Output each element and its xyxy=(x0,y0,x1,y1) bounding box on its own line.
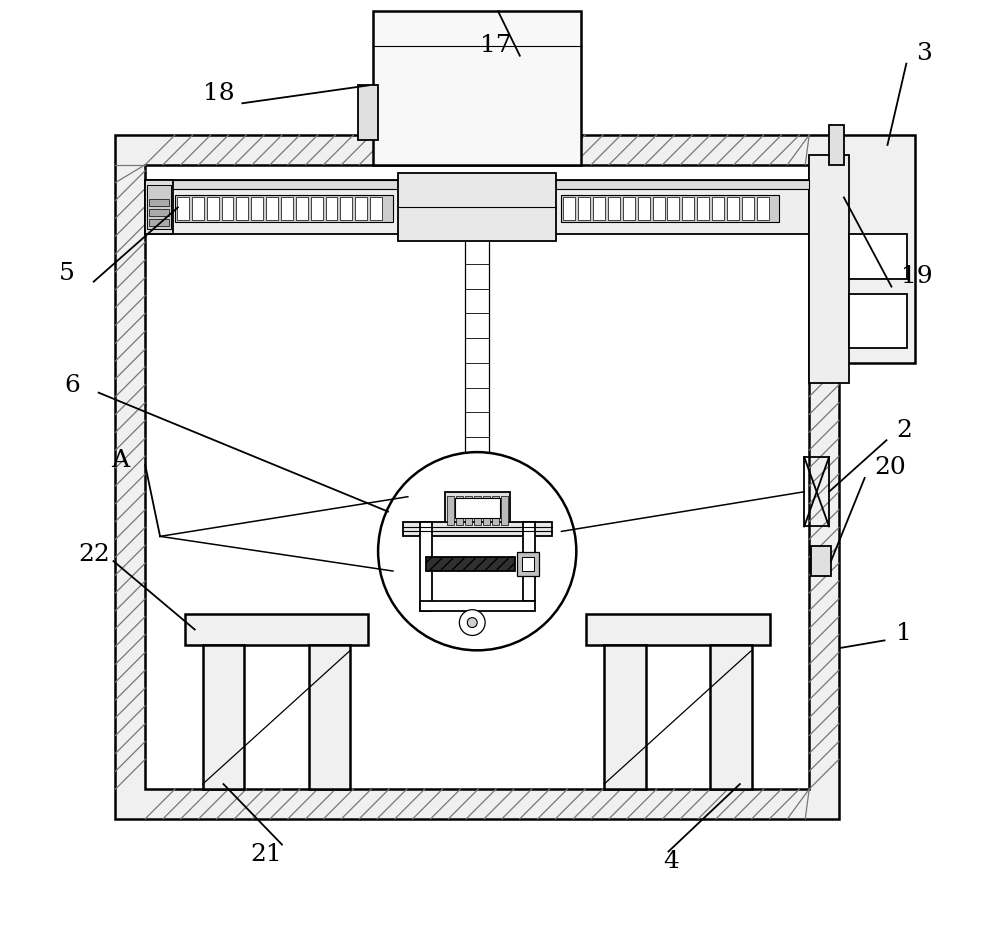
Bar xyxy=(192,197,204,220)
Bar xyxy=(203,645,244,789)
Bar xyxy=(465,496,472,525)
Bar xyxy=(266,197,278,220)
Bar xyxy=(145,165,809,789)
Bar xyxy=(809,154,849,383)
Bar xyxy=(296,197,308,220)
Bar xyxy=(608,197,620,220)
Bar xyxy=(426,557,515,571)
Bar xyxy=(175,195,393,222)
Bar xyxy=(373,11,581,165)
Bar xyxy=(561,195,779,222)
Bar xyxy=(841,135,915,363)
Bar xyxy=(804,457,829,526)
Bar xyxy=(829,125,844,165)
Bar xyxy=(420,601,535,611)
Bar xyxy=(222,197,233,220)
Bar xyxy=(811,546,831,576)
Bar xyxy=(115,135,839,818)
Text: 21: 21 xyxy=(250,843,282,866)
Bar xyxy=(145,179,809,190)
Bar xyxy=(398,173,556,241)
Bar xyxy=(682,197,694,220)
Bar xyxy=(523,523,535,601)
Bar xyxy=(177,197,189,220)
Text: A: A xyxy=(112,448,130,472)
Bar xyxy=(149,209,169,217)
Bar xyxy=(185,614,368,645)
Text: 22: 22 xyxy=(79,543,111,565)
Bar xyxy=(145,179,809,234)
Bar xyxy=(355,197,367,220)
Bar xyxy=(492,496,499,525)
Bar xyxy=(501,496,508,525)
Bar xyxy=(147,184,171,229)
Text: 19: 19 xyxy=(901,265,933,288)
Bar xyxy=(236,197,248,220)
Bar xyxy=(757,197,769,220)
Bar xyxy=(420,523,432,611)
Text: 3: 3 xyxy=(916,42,932,65)
Bar xyxy=(483,496,490,525)
Bar xyxy=(742,197,754,220)
Bar xyxy=(638,197,650,220)
Bar xyxy=(340,197,352,220)
Text: 20: 20 xyxy=(875,457,906,480)
Bar xyxy=(358,86,378,140)
Bar xyxy=(251,197,263,220)
Bar xyxy=(710,645,752,789)
Bar xyxy=(623,197,635,220)
Text: 4: 4 xyxy=(664,850,679,873)
Bar xyxy=(563,197,575,220)
Bar xyxy=(578,197,590,220)
Bar xyxy=(309,645,350,789)
Bar xyxy=(311,197,323,220)
Bar xyxy=(145,179,173,234)
Bar xyxy=(370,197,382,220)
Bar xyxy=(517,552,539,576)
Bar xyxy=(604,645,646,789)
Bar xyxy=(149,199,169,206)
Bar xyxy=(849,234,907,279)
Bar xyxy=(281,197,293,220)
Bar xyxy=(697,197,709,220)
Text: 6: 6 xyxy=(64,374,80,397)
Bar xyxy=(593,197,605,220)
Circle shape xyxy=(467,618,477,628)
Bar xyxy=(522,557,534,571)
Bar xyxy=(455,498,500,517)
Circle shape xyxy=(459,610,485,635)
Text: 18: 18 xyxy=(203,82,234,105)
Bar xyxy=(712,197,724,220)
Text: 1: 1 xyxy=(896,622,912,645)
Circle shape xyxy=(378,452,576,650)
Text: 17: 17 xyxy=(480,34,512,58)
Bar xyxy=(727,197,739,220)
Bar xyxy=(445,492,510,529)
Bar xyxy=(586,614,770,645)
Bar xyxy=(849,294,907,348)
Bar xyxy=(447,496,454,525)
Bar xyxy=(474,496,481,525)
Bar xyxy=(667,197,679,220)
Bar xyxy=(456,496,463,525)
Text: 5: 5 xyxy=(59,262,75,286)
Text: 2: 2 xyxy=(896,418,912,442)
Bar xyxy=(207,197,219,220)
Bar xyxy=(653,197,665,220)
Bar xyxy=(403,523,552,537)
Bar xyxy=(326,197,337,220)
Bar xyxy=(149,219,169,226)
